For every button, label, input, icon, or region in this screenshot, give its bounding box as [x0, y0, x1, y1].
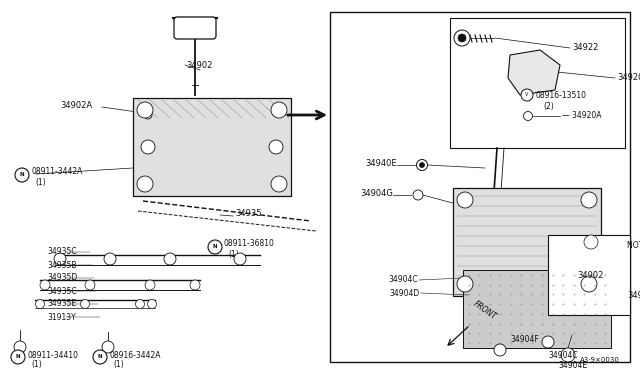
Text: N: N [98, 355, 102, 359]
Text: 08911-36810: 08911-36810 [224, 240, 275, 248]
Circle shape [584, 235, 598, 249]
Text: 34935C: 34935C [47, 247, 77, 257]
Bar [330, 12, 630, 362]
Circle shape [81, 299, 90, 308]
Text: N: N [212, 244, 218, 250]
Circle shape [524, 112, 532, 121]
Circle shape [35, 299, 45, 308]
Circle shape [145, 280, 155, 290]
Text: (1): (1) [113, 360, 124, 369]
Text: (1): (1) [35, 179, 45, 187]
Circle shape [15, 168, 29, 182]
Circle shape [141, 140, 155, 154]
Text: 34920: 34920 [617, 74, 640, 83]
Circle shape [85, 280, 95, 290]
Circle shape [104, 253, 116, 265]
Circle shape [417, 160, 428, 170]
Text: (1): (1) [31, 360, 42, 369]
Circle shape [137, 102, 153, 118]
Circle shape [93, 350, 107, 364]
Circle shape [136, 299, 145, 308]
Text: 34904F: 34904F [510, 336, 539, 344]
Text: (2): (2) [543, 102, 554, 110]
Circle shape [208, 240, 222, 254]
Bar [453, 188, 601, 296]
Text: 08911-34410: 08911-34410 [27, 350, 78, 359]
Bar [548, 235, 630, 315]
Circle shape [164, 253, 176, 265]
Circle shape [102, 341, 114, 353]
Text: N: N [16, 355, 20, 359]
Text: 34918: 34918 [627, 291, 640, 299]
Text: 34904G: 34904G [360, 189, 393, 199]
Text: 34935B: 34935B [47, 260, 77, 269]
Text: A3⋅9×0030: A3⋅9×0030 [580, 357, 620, 363]
Polygon shape [508, 50, 560, 95]
Text: 34935D: 34935D [47, 273, 77, 282]
Bar [450, 18, 625, 148]
Circle shape [54, 253, 66, 265]
Circle shape [542, 336, 554, 348]
Circle shape [457, 276, 473, 292]
Text: 34904E: 34904E [558, 360, 587, 369]
Text: — 34920A: — 34920A [562, 112, 602, 121]
Text: 34904C: 34904C [548, 350, 578, 359]
Text: 34902: 34902 [577, 270, 603, 279]
Text: 34904D: 34904D [390, 289, 420, 298]
Circle shape [561, 348, 575, 362]
Text: V: V [525, 93, 529, 97]
Text: 08916-3442A: 08916-3442A [109, 350, 161, 359]
Circle shape [457, 192, 473, 208]
Circle shape [40, 280, 50, 290]
Circle shape [454, 30, 470, 46]
Circle shape [234, 253, 246, 265]
Text: 31913Y: 31913Y [47, 312, 76, 321]
Bar [463, 270, 611, 348]
Bar [133, 98, 291, 196]
Text: FRONT: FRONT [472, 300, 499, 322]
Circle shape [419, 163, 424, 167]
Circle shape [413, 190, 423, 200]
Text: 08916-13510: 08916-13510 [536, 90, 587, 99]
Text: 34922: 34922 [572, 44, 598, 52]
FancyBboxPatch shape [174, 17, 216, 39]
Text: 34935E: 34935E [47, 299, 76, 308]
Circle shape [271, 176, 287, 192]
Text: 34904C: 34904C [388, 276, 418, 285]
Circle shape [11, 350, 25, 364]
Text: 34902: 34902 [186, 61, 212, 70]
Circle shape [581, 192, 597, 208]
Circle shape [581, 276, 597, 292]
Circle shape [190, 280, 200, 290]
Text: 34940E: 34940E [365, 160, 397, 169]
Text: 34935: 34935 [235, 208, 262, 218]
Text: 34902A: 34902A [60, 100, 92, 109]
Text: 34935C: 34935C [47, 286, 77, 295]
Text: (1): (1) [228, 250, 239, 260]
Circle shape [147, 299, 157, 308]
Circle shape [269, 140, 283, 154]
Circle shape [144, 111, 152, 119]
Circle shape [14, 341, 26, 353]
Circle shape [458, 34, 466, 42]
Circle shape [271, 102, 287, 118]
Text: 08911-3442A: 08911-3442A [31, 167, 83, 176]
Circle shape [494, 344, 506, 356]
Circle shape [521, 89, 533, 101]
Circle shape [137, 176, 153, 192]
Text: N: N [20, 173, 24, 177]
Text: NOT FOR SALE: NOT FOR SALE [627, 241, 640, 250]
